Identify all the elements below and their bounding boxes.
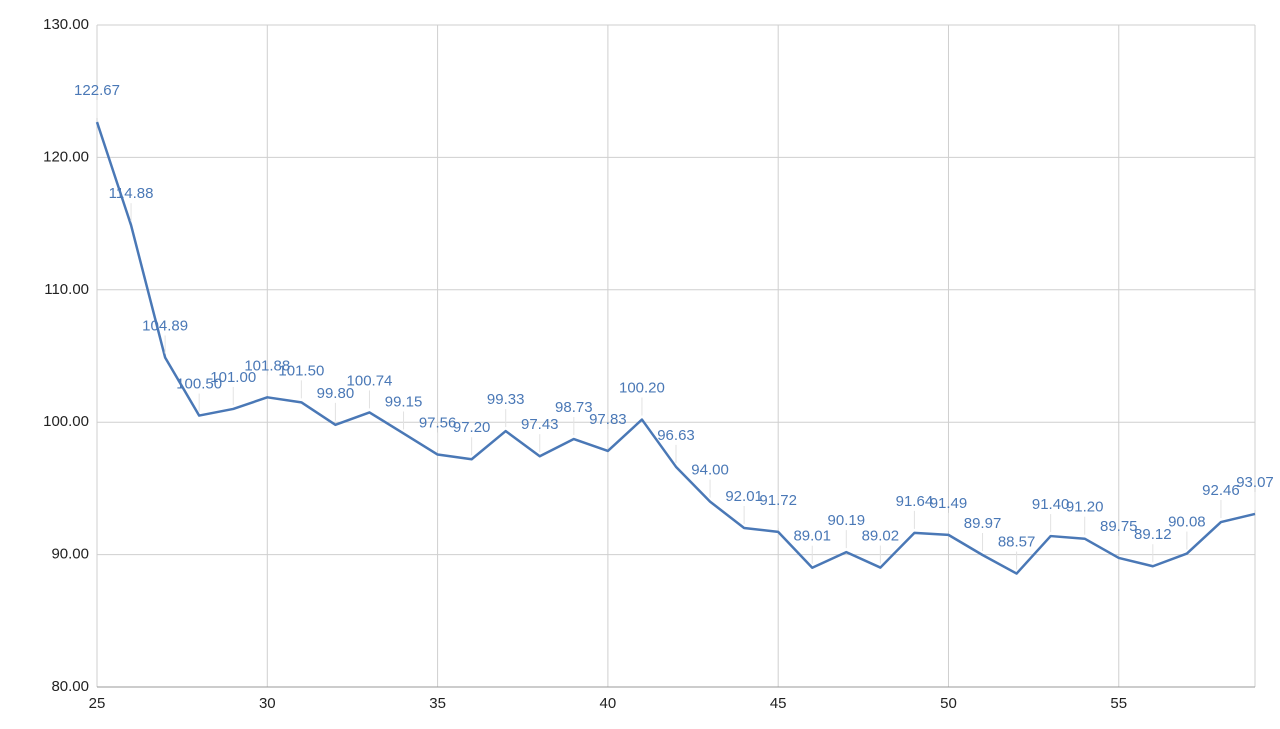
data-label: 90.08 xyxy=(1168,514,1206,531)
x-tick-label: 35 xyxy=(429,695,446,712)
data-label: 89.12 xyxy=(1134,526,1172,543)
x-tick-label: 55 xyxy=(1110,695,1127,712)
data-label: 97.43 xyxy=(521,416,559,433)
data-label: 100.74 xyxy=(347,372,393,389)
data-label: 99.80 xyxy=(317,385,355,402)
data-label: 101.88 xyxy=(244,357,290,374)
y-tick-label: 120.00 xyxy=(43,148,89,165)
y-tick-label: 90.00 xyxy=(51,546,89,563)
data-label: 101.00 xyxy=(210,369,256,386)
x-tick-label: 25 xyxy=(89,695,106,712)
data-label: 98.73 xyxy=(555,399,593,416)
y-tick-label: 110.00 xyxy=(44,281,89,298)
data-label: 89.75 xyxy=(1100,518,1138,535)
x-tick-label: 40 xyxy=(600,695,617,712)
data-label: 92.46 xyxy=(1202,482,1240,499)
data-label: 94.00 xyxy=(691,462,729,479)
data-label: 89.02 xyxy=(862,528,900,545)
y-tick-label: 100.00 xyxy=(43,413,89,430)
x-tick-label: 45 xyxy=(770,695,787,712)
data-label: 122.67 xyxy=(74,82,120,99)
x-tick-label: 50 xyxy=(940,695,957,712)
data-label: 92.01 xyxy=(725,488,763,505)
y-tick-label: 130.00 xyxy=(43,16,89,33)
data-label: 89.97 xyxy=(964,515,1002,532)
data-label: 99.33 xyxy=(487,391,525,408)
data-label: 91.64 xyxy=(896,493,934,510)
data-label: 91.49 xyxy=(930,495,968,512)
data-label: 91.20 xyxy=(1066,499,1104,516)
data-label: 88.57 xyxy=(998,534,1036,551)
data-label: 100.20 xyxy=(619,380,665,397)
data-label: 96.63 xyxy=(657,427,695,444)
data-label: 100.50 xyxy=(176,376,222,393)
y-tick-label: 80.00 xyxy=(51,678,89,695)
data-label: 91.72 xyxy=(759,492,797,509)
data-label: 90.19 xyxy=(828,512,866,529)
series-line xyxy=(95,121,1256,575)
data-label: 114.88 xyxy=(109,185,154,202)
data-label: 104.89 xyxy=(142,317,188,334)
data-label: 97.56 xyxy=(419,414,457,431)
data-label: 97.20 xyxy=(453,419,491,436)
data-label: 89.01 xyxy=(793,528,831,545)
data-label: 97.83 xyxy=(589,411,627,428)
data-label: 99.15 xyxy=(385,393,423,410)
data-label: 101.50 xyxy=(278,362,324,379)
data-label: 91.40 xyxy=(1032,496,1070,513)
data-label: 93.07 xyxy=(1236,474,1274,491)
x-tick-label: 30 xyxy=(259,695,276,712)
